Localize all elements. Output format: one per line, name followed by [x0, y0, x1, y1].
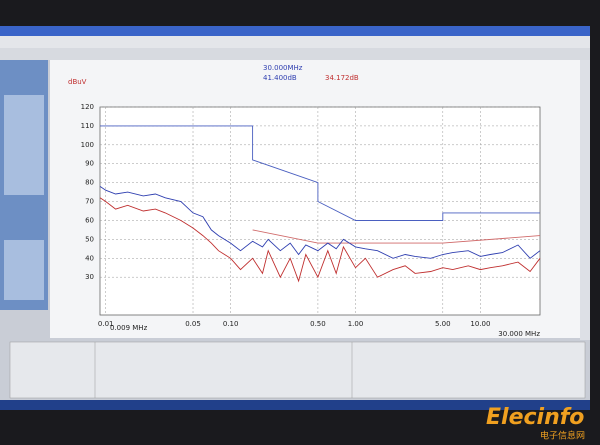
marker-value: 34.172dB: [325, 74, 359, 82]
y-tick-label: 70: [85, 198, 94, 206]
series-line: [252, 229, 541, 244]
x-tick-label: 0.50: [310, 320, 326, 328]
watermark-brand: Elecinfo: [486, 405, 584, 430]
y-tick-label: 80: [85, 179, 94, 187]
title-bar: [0, 26, 590, 36]
menu-bar: [0, 36, 590, 48]
plot-area: [99, 106, 541, 316]
y-tick-label: 30: [85, 273, 94, 281]
x-tick-label: 0.01: [98, 320, 114, 328]
taskbar: [0, 400, 590, 410]
marker-frequency: 30.000MHz: [263, 64, 303, 72]
series-line: [99, 197, 541, 283]
x-tick-label: 10.00: [470, 320, 490, 328]
series-line: [100, 125, 540, 221]
x-range-label: 30.000 MHz: [498, 330, 540, 338]
series-line: [99, 186, 541, 259]
x-tick-label: 0.05: [185, 320, 201, 328]
y-tick-label: 120: [81, 103, 94, 111]
marker-value: 41.400dB: [263, 74, 297, 82]
watermark-subtitle: 电子信息网: [540, 430, 585, 442]
y-tick-label: 90: [85, 160, 94, 168]
side-box: [4, 95, 44, 195]
unit-label: dBuV: [68, 78, 87, 86]
y-tick-label: 50: [85, 235, 94, 243]
y-tick-label: 110: [81, 122, 94, 130]
y-tick-label: 100: [81, 141, 94, 149]
result-table: [9, 341, 586, 399]
y-tick-label: 40: [85, 254, 94, 262]
right-panel: [580, 60, 590, 340]
toolbar: [0, 48, 590, 60]
x-tick-label: 0.10: [223, 320, 239, 328]
x-tick-label: 1.00: [348, 320, 364, 328]
x-range-label: 0.009 MHz: [110, 324, 148, 332]
y-tick-label: 60: [85, 216, 94, 224]
x-tick-label: 5.00: [435, 320, 451, 328]
side-legend: [4, 240, 44, 300]
